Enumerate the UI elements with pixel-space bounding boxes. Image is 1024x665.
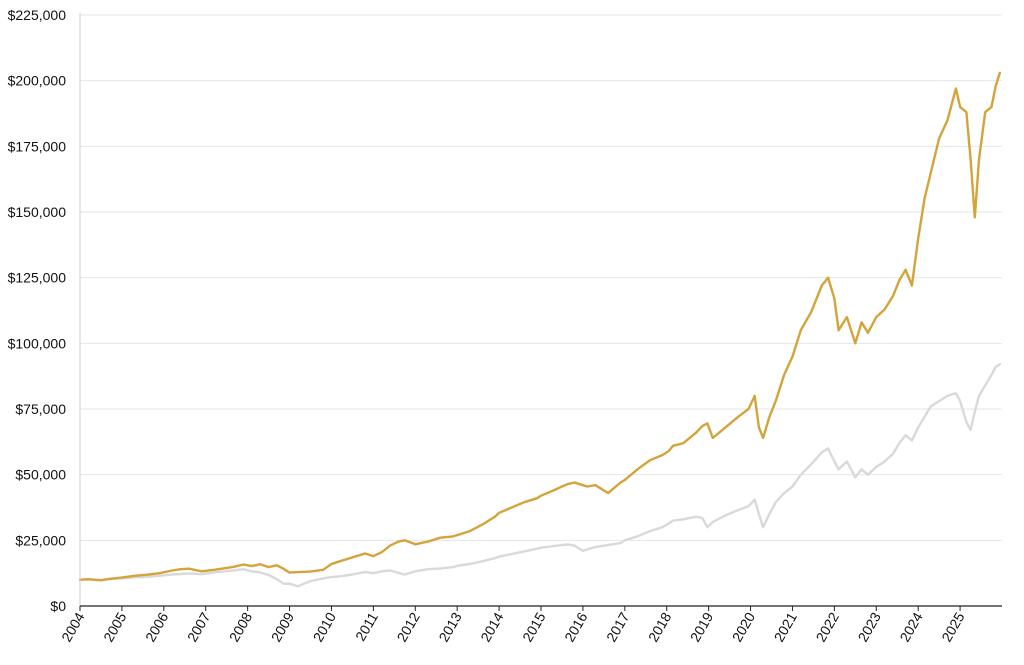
x-tick-label: 2018 (645, 609, 675, 644)
x-tick-label: 2014 (477, 609, 507, 644)
x-tick-label: 2005 (100, 609, 130, 644)
x-tick-label: 2021 (771, 609, 801, 644)
x-axis-tick-labels: 2004 2005 2006 2007 2008 2009 2010 2011 2012 2013… (58, 606, 968, 644)
x-tick-label: 2009 (268, 609, 298, 644)
x-tick-label: 2013 (435, 609, 465, 644)
x-tick-label: 2010 (310, 609, 340, 644)
x-tick-label: 2004 (58, 609, 88, 644)
axes (79, 13, 1002, 607)
y-tick-label: $175,000 (8, 138, 67, 154)
x-tick-label: 2015 (519, 609, 549, 644)
x-tick-label: 2011 (352, 609, 381, 643)
series-layer (78, 71, 1002, 588)
y-tick-label: $125,000 (8, 270, 67, 286)
x-tick-label: 2024 (896, 609, 926, 644)
y-tick-label: $100,000 (8, 335, 67, 351)
x-tick-label: 2023 (854, 609, 884, 644)
y-tick-label: $25,000 (15, 532, 66, 548)
x-tick-label: 2022 (813, 609, 843, 644)
x-tick-label: 2020 (729, 609, 759, 644)
y-tick-label: $225,000 (8, 7, 67, 23)
series-line-1 (78, 71, 1002, 582)
x-tick-label: 2019 (687, 609, 717, 644)
x-tick-label: 2012 (393, 609, 423, 644)
series-line-2 (78, 363, 1002, 588)
y-tick-label: $0 (50, 598, 66, 614)
y-tick-label: $75,000 (15, 401, 66, 417)
y-tick-label: $50,000 (15, 467, 66, 483)
y-tick-label: $200,000 (8, 73, 67, 89)
y-axis-tick-labels: $0 $25,000 $50,000 $75,000 $100,000 $125,000 $… (8, 7, 67, 614)
x-tick-label: 2007 (184, 609, 214, 644)
x-tick-label: 2006 (142, 609, 172, 644)
x-tick-label: 2008 (226, 609, 256, 644)
x-tick-label: 2016 (561, 609, 591, 644)
x-tick-label: 2025 (938, 609, 968, 644)
gridlines (80, 14, 1002, 541)
y-tick-label: $150,000 (8, 204, 67, 220)
x-tick-label: 2017 (603, 609, 633, 644)
